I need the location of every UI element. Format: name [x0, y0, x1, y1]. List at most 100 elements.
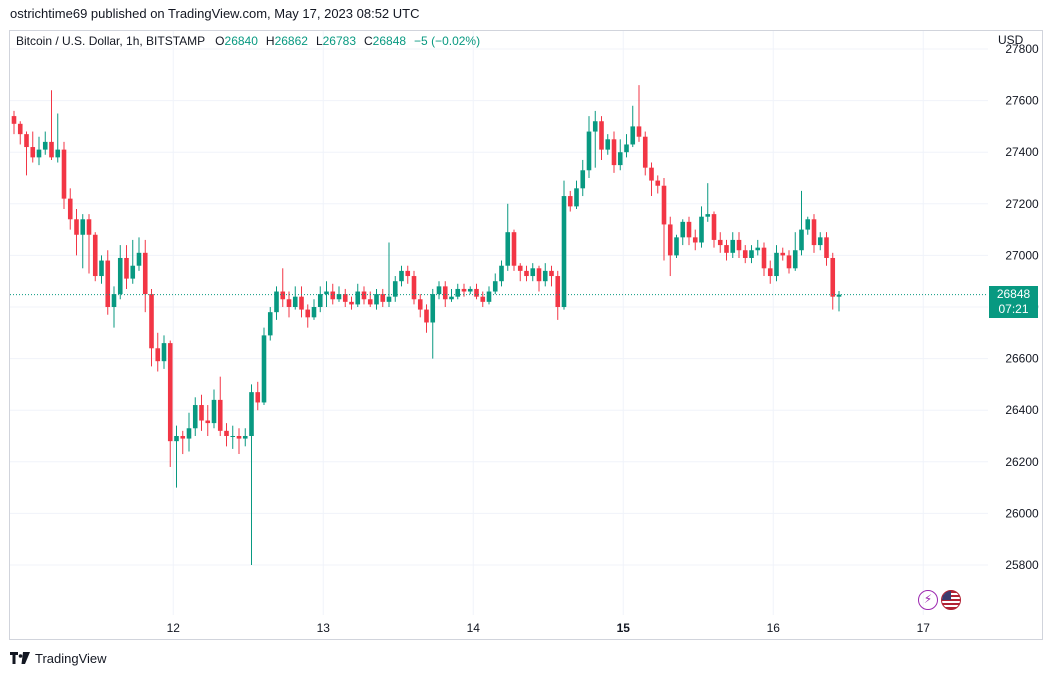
candle-body: [811, 219, 817, 246]
price-tick-label: 27400: [1005, 145, 1039, 159]
us-flag-icon[interactable]: [941, 590, 961, 610]
candle: [130, 239, 136, 284]
candle-body: [549, 270, 554, 277]
candle: [792, 232, 798, 271]
candle: [767, 260, 773, 284]
candle-body: [380, 294, 386, 302]
time-tick-label: 13: [317, 621, 331, 635]
candle: [286, 291, 292, 318]
candle-body: [130, 265, 136, 279]
candle-body: [249, 392, 254, 436]
time-tick-label: 16: [767, 621, 781, 635]
candle: [342, 288, 348, 307]
candle: [236, 428, 242, 455]
candle: [717, 232, 723, 253]
candle-body: [467, 288, 473, 292]
candle-body: [417, 299, 423, 310]
candle-body: [92, 234, 98, 277]
candle: [305, 304, 311, 328]
candle: [361, 286, 367, 305]
candle: [142, 239, 148, 313]
candle-body: [636, 126, 642, 137]
candle-body: [74, 219, 79, 235]
candle: [811, 214, 817, 253]
candle: [174, 425, 179, 488]
candle: [755, 239, 761, 256]
candle-body: [361, 291, 367, 300]
candle: [680, 219, 686, 246]
candle-body: [236, 436, 242, 439]
candle: [267, 307, 273, 341]
time-tick-label: 17: [917, 621, 931, 635]
candle: [574, 180, 579, 209]
candle-body: [480, 296, 486, 302]
candle-body: [155, 348, 161, 362]
candle: [742, 245, 748, 264]
candle-body: [149, 294, 154, 349]
chart-frame[interactable]: [9, 30, 1043, 640]
candle-body: [767, 268, 773, 277]
ohlc-legend: Bitcoin / U.S. Dollar, 1h, BITSTAMP O268…: [16, 34, 484, 48]
candle-body: [411, 276, 417, 300]
candle-body: [561, 196, 567, 307]
candle-body: [799, 229, 804, 251]
candle-body: [174, 436, 179, 442]
candle-body: [367, 299, 373, 305]
candle: [736, 232, 742, 258]
candle: [205, 405, 211, 436]
candle-body: [567, 196, 573, 207]
candle: [511, 229, 517, 271]
candle: [442, 281, 448, 307]
candle-body: [61, 149, 67, 199]
currency-label[interactable]: USD: [998, 33, 1024, 47]
time-axis[interactable]: 12 13 14 15 16 17: [167, 621, 931, 635]
candle: [611, 131, 617, 173]
candle-body: [686, 221, 692, 238]
candle-body: [49, 141, 54, 158]
candle: [630, 105, 636, 148]
candle: [317, 286, 323, 313]
candle-body: [111, 294, 117, 307]
candle: [367, 291, 373, 307]
candle: [330, 283, 336, 305]
candle: [661, 178, 667, 261]
candle: [786, 250, 792, 274]
candle: [92, 232, 98, 282]
candle: [192, 397, 198, 436]
candle: [699, 206, 704, 248]
candle-body: [430, 294, 436, 323]
candle: [36, 136, 42, 166]
candle-body: [117, 257, 123, 295]
candle: [17, 121, 23, 145]
candle: [261, 327, 267, 406]
price-tick-label: 27600: [1005, 94, 1039, 108]
candle: [530, 263, 536, 282]
candle: [117, 245, 123, 300]
candle-body: [424, 309, 429, 323]
candle: [524, 265, 529, 282]
candle-body: [105, 260, 111, 307]
candle: [599, 116, 604, 160]
candle: [705, 183, 711, 222]
footer-brand[interactable]: TradingView: [10, 651, 107, 666]
candle-body: [642, 136, 648, 168]
candle: [299, 286, 304, 318]
candle: [674, 234, 679, 258]
candle: [486, 286, 492, 305]
candle-body: [324, 291, 329, 295]
candle-body: [142, 252, 148, 295]
candle-body: [486, 291, 492, 302]
lightning-icon[interactable]: ⚡︎: [918, 590, 938, 610]
tradingview-logo-icon: [10, 651, 30, 664]
candle: [161, 335, 167, 369]
candle-body: [42, 141, 48, 150]
candle: [655, 175, 661, 194]
symbol-title[interactable]: Bitcoin / U.S. Dollar, 1h, BITSTAMP: [16, 34, 206, 48]
candle-body: [680, 221, 686, 238]
candle-body: [499, 265, 504, 282]
candle: [274, 286, 279, 320]
candle-body: [755, 247, 761, 251]
candle: [542, 263, 548, 287]
candle: [242, 428, 248, 447]
